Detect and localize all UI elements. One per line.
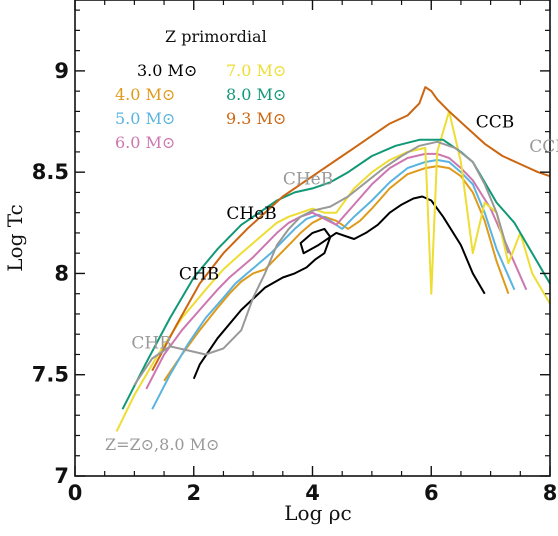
series-line-2 — [151, 159, 516, 410]
series-line-5 — [121, 138, 550, 410]
chart-title: Z primordial — [165, 27, 267, 46]
legend-item-4: 7.0 M⊙ — [226, 61, 286, 80]
y-tick-label-3: 8.5 — [32, 160, 69, 184]
legend-item-3: 6.0 M⊙ — [115, 133, 175, 152]
series-line-3 — [145, 152, 528, 390]
y-tick-label-1: 7.5 — [32, 363, 69, 387]
legend-item-1: 4.0 M⊙ — [115, 85, 175, 104]
legend-item-6: 9.3 M⊙ — [226, 109, 286, 128]
note-label: Z=Z⊙,8.0 M⊙ — [105, 435, 219, 454]
series-layer — [115, 86, 550, 432]
legend: 3.0 M⊙ 4.0 M⊙ 5.0 M⊙ 6.0 M⊙ 7.0 M⊙ 8.0 M⊙ 9.3 … — [115, 61, 286, 152]
legend-item-2: 5.0 M⊙ — [115, 109, 175, 128]
annotation-4: CHB — [179, 265, 219, 285]
x-tick-label-3: 6 — [424, 481, 439, 505]
series-line-4 — [115, 110, 550, 432]
annotations: CCB CCB CHeB CHeB CHB CHB — [131, 113, 558, 354]
series-line-0 — [192, 195, 486, 380]
x-tick-label-4: 8 — [543, 481, 558, 505]
annotation-0: CCB — [476, 113, 515, 133]
y-tick-label-4: 9 — [54, 59, 69, 83]
legend-item-0: 3.0 M⊙ — [137, 61, 197, 80]
x-tick-label-1: 2 — [186, 481, 201, 505]
y-axis-label: Log Tc — [3, 204, 27, 271]
annotation-1: CCB — [529, 137, 558, 157]
y-tick-label-0: 7 — [54, 464, 69, 488]
annotation-5: CHB — [131, 333, 171, 353]
y-tick-label-2: 8 — [54, 261, 69, 285]
x-tick-label-2: 4 — [305, 481, 320, 505]
ticks-layer: 0 2 4 6 8 7 7.5 8 8.5 9 — [32, 0, 558, 505]
x-tick-label-0: 0 — [68, 481, 83, 505]
x-axis-label: Log ρc — [284, 501, 351, 525]
series-line-6 — [151, 86, 550, 372]
annotation-3: CHeB — [226, 204, 276, 224]
series-line-7 — [133, 140, 510, 386]
legend-item-5: 8.0 M⊙ — [226, 85, 286, 104]
annotation-2: CHeB — [283, 169, 333, 189]
series-line-1 — [163, 165, 510, 382]
